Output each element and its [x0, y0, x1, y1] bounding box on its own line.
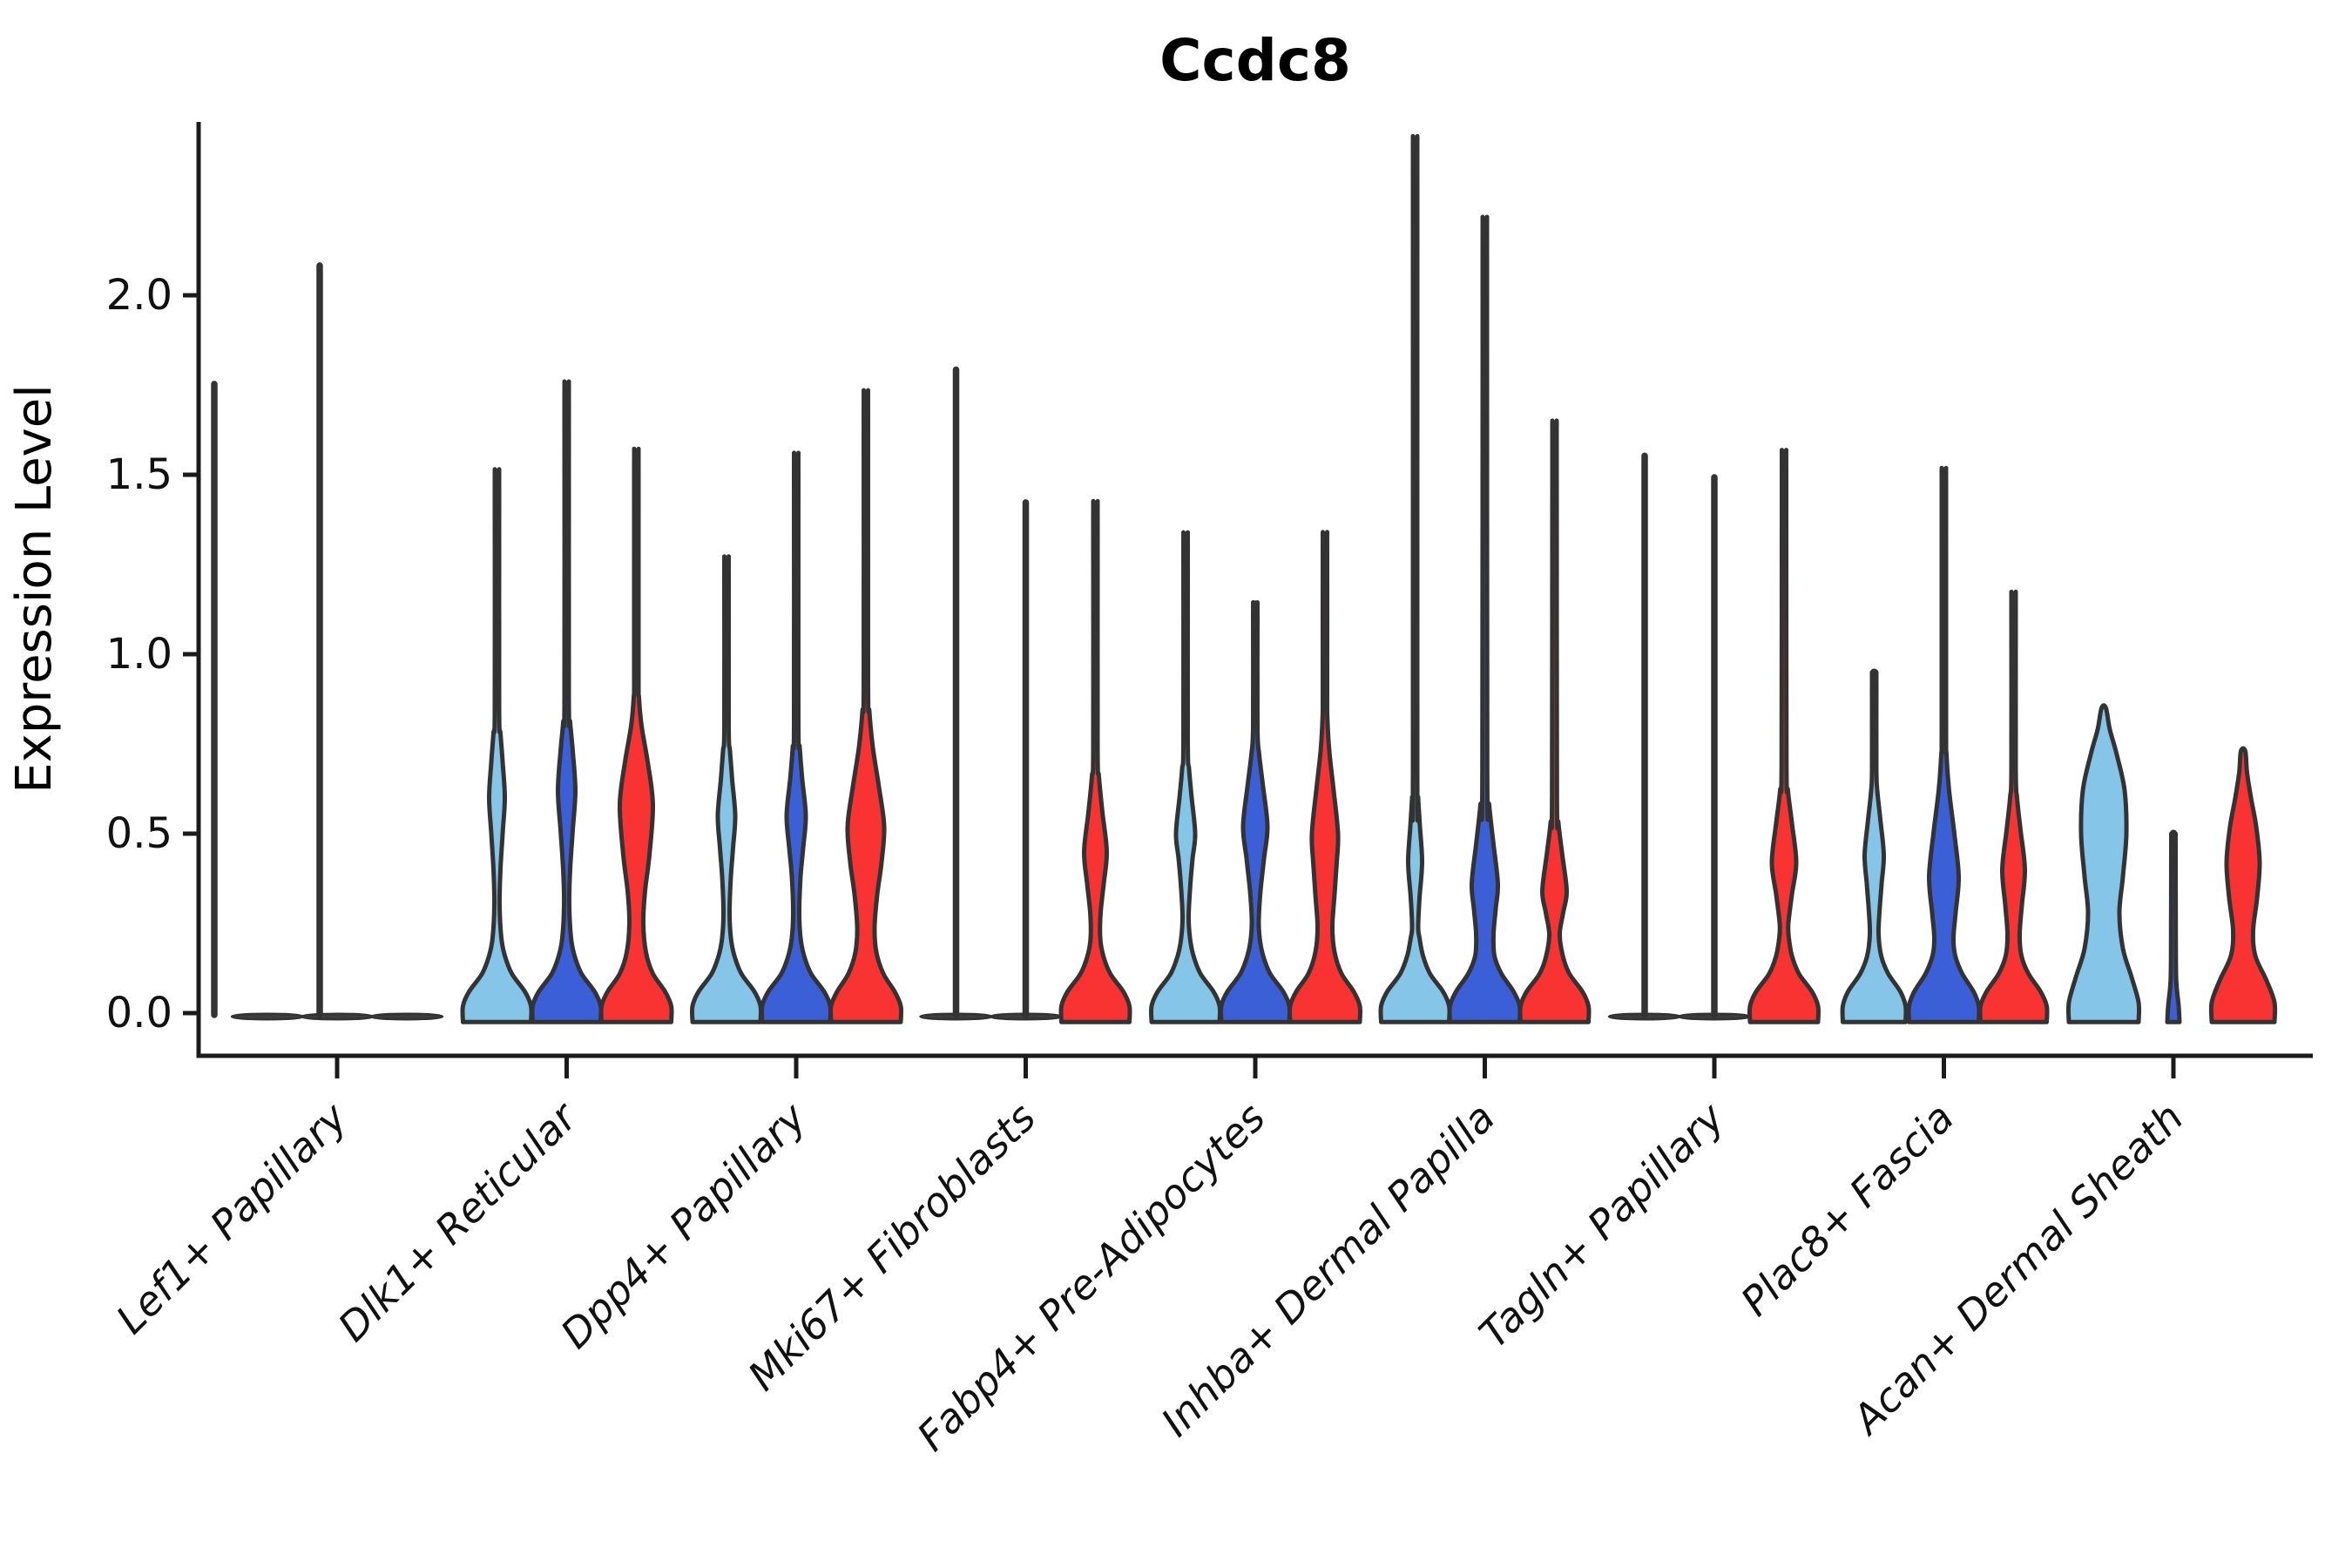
violin-2-dark_blue: [759, 450, 834, 1024]
violin-flat-0-light_blue: [230, 1012, 305, 1021]
violin-5-dark_blue: [1447, 214, 1523, 1024]
x-category-label: Dlk1+ Reticular: [329, 1092, 588, 1350]
axes-layer: [183, 122, 2313, 1078]
violin-1-red: [598, 446, 674, 1024]
violin-layer: [211, 134, 2278, 1024]
y-axis-label: Expression Level: [6, 384, 63, 794]
violin-flat-0-red: [369, 1012, 444, 1021]
violin-7-dark_blue: [1906, 465, 1982, 1024]
violin-2-light_blue: [689, 554, 764, 1024]
y-tick-label: 1.0: [106, 630, 172, 679]
violin-1-light_blue: [460, 467, 534, 1024]
violin-5-red: [1517, 418, 1592, 1024]
violin-flat-0-dark_blue: [300, 1012, 375, 1021]
violin-8-light_blue: [2065, 703, 2142, 1024]
x-category-label: Dpp4+ Papillary: [551, 1093, 815, 1357]
violin-5-light_blue: [1378, 134, 1452, 1024]
y-tick-label: 0.5: [106, 809, 172, 858]
chart-title: Ccdc8: [1159, 27, 1351, 94]
y-tick-label: 0.0: [106, 989, 172, 1037]
violin-6-red: [1747, 448, 1821, 1024]
x-category-label: Lef1+ Papillary: [107, 1093, 356, 1342]
violin-8-dark_blue: [2165, 829, 2182, 1024]
violin-7-red: [1977, 590, 2050, 1024]
violin-4-dark_blue: [1218, 600, 1293, 1024]
x-category-label: Tagln+ Papillary: [1470, 1093, 1734, 1357]
violin-1-dark_blue: [530, 379, 604, 1024]
violin-7-light_blue: [1840, 668, 1909, 1024]
violin-4-light_blue: [1148, 530, 1223, 1024]
violin-4-red: [1287, 530, 1363, 1024]
violin-8-red: [2208, 746, 2278, 1024]
axis-spines: [196, 122, 2313, 1058]
y-tick-label: 1.5: [106, 450, 172, 499]
x-category-label: Plac8+ Fascia: [1732, 1094, 1963, 1325]
violin-3-red: [1058, 498, 1132, 1024]
y-tick-label: 2.0: [106, 271, 172, 320]
violin-2-red: [828, 388, 904, 1024]
